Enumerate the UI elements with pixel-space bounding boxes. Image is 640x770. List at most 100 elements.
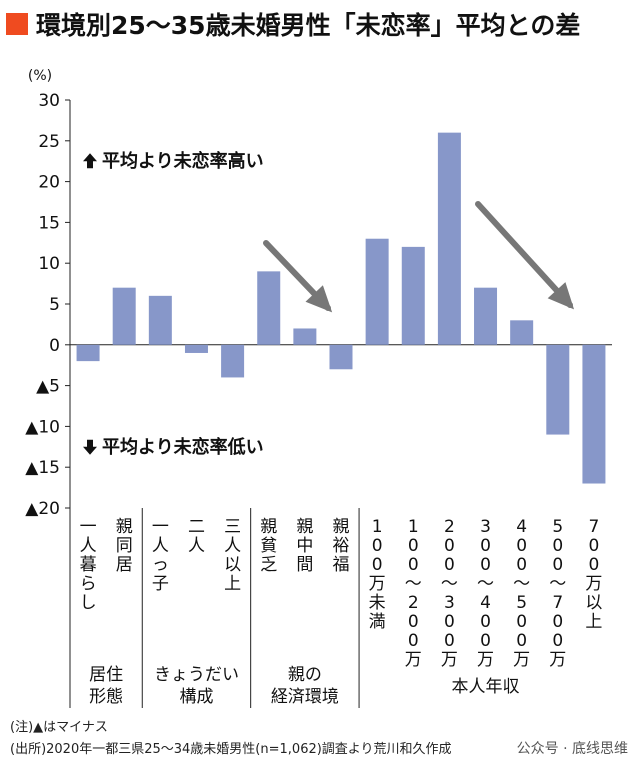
category-label-char: 0 [480,536,491,556]
y-tick-label: ▲15 [25,458,60,478]
category-label: 親裕福 [333,517,350,575]
category-label-char: 0 [444,536,455,556]
category-label-char: 乏 [260,555,277,575]
category-label-char: 中 [296,536,313,556]
category-label-char: 万 [441,650,458,670]
category-label-char: 5 [516,593,527,613]
category-label-char: 福 [333,555,350,575]
category-label-char: 0 [480,612,491,632]
category-label-char: 0 [444,612,455,632]
y-tick-label: ▲5 [36,377,60,397]
category-label-char: 0 [444,631,455,651]
watermark: 公众号 · 底线思维 [516,741,628,757]
group-label: 本人年収 [452,677,520,697]
category-label-char: 間 [296,555,313,575]
category-label-char: 未 [369,593,386,613]
category-label-char: 万 [549,650,566,670]
category-label-char: 万 [585,574,602,594]
category-label-char: 7 [589,517,600,537]
category-label: 三人以上 [224,517,241,594]
annotation-high: 平均より未恋率高い [102,150,264,172]
category-label-char: 人 [152,536,169,556]
y-axis-unit: (%) [28,68,52,84]
category-label-char: 上 [585,612,602,632]
category-label-char: 万 [405,650,422,670]
category-label-char: 親 [116,517,133,537]
bar [437,132,461,345]
bar [184,344,208,353]
group-label: 構成 [179,687,213,707]
y-tick-label: 30 [38,91,60,111]
category-label-char: 〜 [441,574,458,594]
category-label: 1 0 0 万未満 [369,517,386,632]
bar [401,246,425,345]
bar [582,344,606,484]
bar [546,344,570,435]
category-label: 親同居 [116,517,133,575]
y-tick-label: 5 [49,295,60,315]
trend-arrow-2-shaft [475,201,573,308]
category-label-char: 0 [444,555,455,575]
up-arrow-icon [83,153,97,169]
trend-arrow-2-head-icon [547,282,575,310]
category-label-char: 0 [516,631,527,651]
category-label-char: 居 [116,555,133,575]
category-label-char: 2 [444,517,455,537]
category-label-char: 0 [552,555,563,575]
category-label-char: 5 [552,517,563,537]
category-label-char: 〜 [405,574,422,594]
note-minus: (注)▲はマイナス [10,720,108,735]
bar [221,344,245,378]
category-label-char: 万 [477,650,494,670]
category-label-char: 以 [224,555,241,575]
category-label-char: 満 [369,612,386,632]
category-label-char: 子 [152,574,169,594]
category-label-char: 1 [372,517,383,537]
group-label: 形態 [89,687,123,707]
chart-title: 環境別25〜35歳未婚男性「未恋率」平均との差 [36,11,581,40]
category-label-char: 0 [408,536,419,556]
group-label: 居住 [89,665,123,685]
category-label-char: 4 [480,593,491,613]
y-tick-label: ▲10 [25,417,60,437]
category-label-char: 三 [224,517,241,537]
category-label-char: 0 [372,536,383,556]
y-tick-label: 15 [38,213,60,233]
bar-chart: (%)302520151050▲5▲10▲15▲20一人暮らし親同居一人っ子二人… [25,68,612,708]
category-label-char: っ [152,555,169,575]
category-label: 4 0 0 〜 5 0 0 万 [513,517,530,670]
category-label-char: 以 [585,593,602,613]
category-label-char: 〜 [513,574,530,594]
category-label-char: 同 [116,536,133,556]
category-label: 1 0 0 〜 2 0 0 万 [405,517,422,670]
category-label: 二人 [188,517,205,556]
category-label-char: 0 [589,555,600,575]
category-label-char: 〜 [477,574,494,594]
category-label-char: 4 [516,517,527,537]
y-tick-label: 10 [38,254,60,274]
note-source: (出所)2020年一都三県25〜34歳未婚男性(n=1,062)調査より荒川和久… [10,742,452,757]
category-label: 7 0 0 万以上 [585,517,602,632]
category-label-char: 二 [188,517,205,537]
category-label-char: 万 [369,574,386,594]
bar [112,287,136,345]
category-label-char: 1 [408,517,419,537]
bar [510,320,534,345]
group-label: 親の [288,665,322,685]
y-tick-label: 25 [38,132,60,152]
bar [257,271,281,345]
y-tick-label: 0 [49,336,60,356]
category-label-char: 上 [224,574,241,594]
bar [365,238,389,345]
category-label-char: 親 [333,517,350,537]
category-label-char: 0 [552,536,563,556]
category-label-char: 0 [516,536,527,556]
y-tick-label: ▲20 [25,499,60,519]
category-label-char: 裕 [333,536,350,556]
category-label-char: 0 [480,555,491,575]
category-label-char: 人 [188,536,205,556]
category-label: 3 0 0 〜 4 0 0 万 [477,517,494,670]
category-label-char: 0 [552,612,563,632]
y-tick-label: 20 [38,173,60,193]
bar [148,295,172,345]
